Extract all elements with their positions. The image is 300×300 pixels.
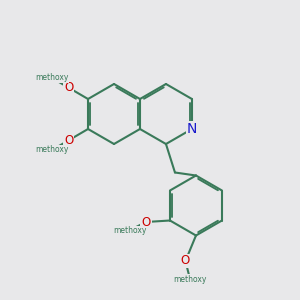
Text: O: O: [181, 254, 190, 268]
Text: methoxy: methoxy: [35, 74, 69, 82]
Text: methoxy: methoxy: [35, 74, 69, 82]
Text: O: O: [64, 134, 73, 147]
Text: methoxy: methoxy: [113, 226, 146, 235]
Text: methoxy: methoxy: [35, 146, 69, 154]
Text: O: O: [64, 81, 73, 94]
Text: O: O: [141, 215, 151, 229]
Text: methoxy: methoxy: [173, 274, 207, 284]
Text: N: N: [187, 122, 197, 136]
